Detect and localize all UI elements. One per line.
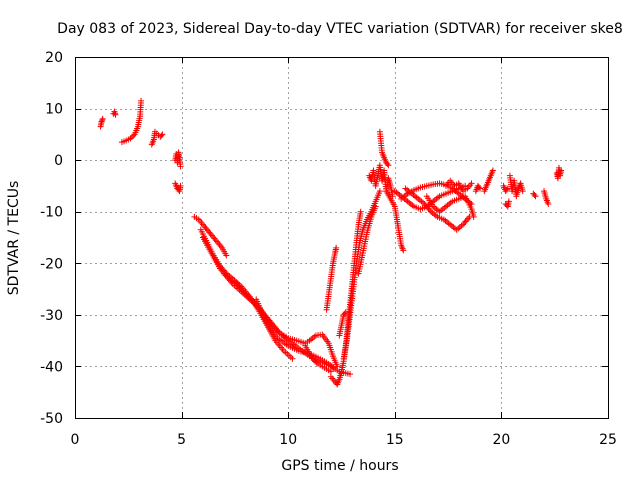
x-tick-label: 25 [599,432,617,448]
y-axis-title: SDTVAR / TECUs [6,181,22,296]
y-tick-label: -30 [40,308,63,324]
data-point [99,117,106,124]
y-tick-label: -20 [40,256,63,272]
data-point [341,310,348,317]
data-point [128,134,135,141]
data-point [177,163,184,170]
data-point [357,208,364,215]
data-point [519,188,526,195]
data-point [385,162,392,169]
data-point [99,115,106,122]
data-point [400,247,407,254]
data-point [313,359,320,366]
data-point [333,244,340,251]
data-point [476,184,483,191]
data-point [372,203,379,210]
y-tick-label: 20 [45,50,63,66]
plot-frame [75,57,609,419]
data-point [98,118,105,125]
data-point [384,161,391,168]
y-tick-label: -40 [40,359,63,375]
data-point [138,97,145,104]
data-point [177,182,184,189]
data-point [503,186,510,193]
data-point [332,366,339,373]
grid [75,57,608,418]
data-point [289,355,296,362]
data-point [468,180,475,187]
data-point [532,193,539,200]
x-tick-label: 15 [386,432,404,448]
data-point [127,135,134,142]
x-tick-label: 5 [177,432,186,448]
y-tick-label: 10 [45,102,63,118]
y-tick-label: 0 [54,153,63,169]
axis-ticks: 0 5 10 15 20 25 -50 -40 -30 -20 -10 0 10 20 [40,50,617,448]
x-tick-label: 10 [279,432,297,448]
data-points [97,97,565,388]
data-point [489,167,496,174]
data-point [477,185,484,192]
data-point [531,191,538,198]
y-tick-label: -50 [40,411,63,427]
data-point [558,167,565,174]
data-point [158,132,165,139]
data-point [130,132,137,139]
data-point [159,131,166,138]
data-point [470,213,477,220]
data-point [223,252,230,259]
data-point [545,200,552,207]
x-tick-label: 20 [492,432,510,448]
data-point [505,198,512,205]
chart-title: Day 083 of 2023, Sidereal Day-to-day VTE… [57,21,623,37]
x-tick-label: 0 [71,432,80,448]
x-axis-title: GPS time / hours [281,458,398,474]
y-tick-label: -10 [40,205,63,221]
data-point [376,188,383,195]
data-point [327,368,334,375]
data-point [347,371,354,378]
data-point [112,111,119,118]
